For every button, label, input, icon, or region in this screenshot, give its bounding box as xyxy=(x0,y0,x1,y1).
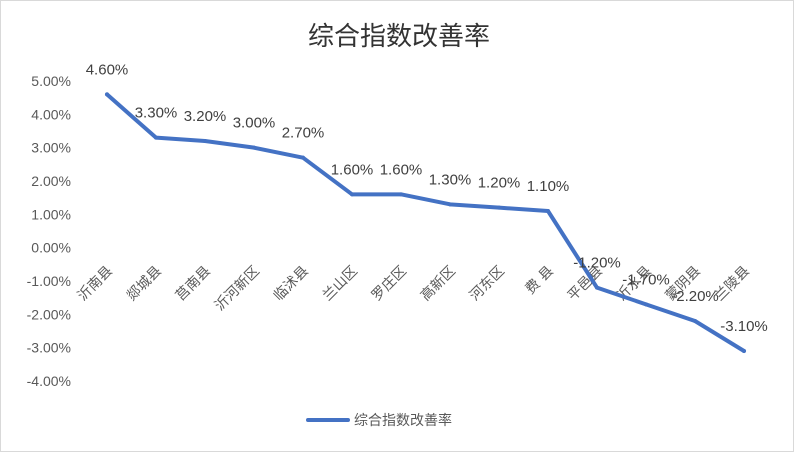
legend: 综合指数改善率 xyxy=(306,412,452,429)
y-tick-label: -4.00% xyxy=(27,373,71,389)
data-label: -3.10% xyxy=(720,318,768,335)
y-tick-label: 2.00% xyxy=(31,173,71,189)
data-label: -1.20% xyxy=(573,255,621,272)
y-tick-label: 0.00% xyxy=(31,240,71,256)
x-category-label: 沂河新区 xyxy=(212,263,263,314)
data-point xyxy=(644,302,648,307)
legend-series-name: 综合指数改善率 xyxy=(354,412,452,429)
data-label: 3.30% xyxy=(135,105,178,122)
y-tick-label: 4.00% xyxy=(31,106,71,122)
data-label: -2.20% xyxy=(671,288,719,305)
data-label: 1.20% xyxy=(478,175,521,192)
data-label: 1.10% xyxy=(527,178,570,195)
x-category-label: 临沭县 xyxy=(271,263,312,304)
y-tick-label: -3.00% xyxy=(27,340,71,356)
data-point xyxy=(350,192,354,197)
x-category-label: 莒南县 xyxy=(173,263,214,304)
data-label: 3.00% xyxy=(233,115,276,132)
data-point xyxy=(154,135,158,140)
data-label: -1.70% xyxy=(622,271,670,288)
x-category-label: 沂南县 xyxy=(75,263,116,304)
x-category-label: 河东区 xyxy=(467,263,508,304)
data-label: 1.60% xyxy=(331,161,374,178)
y-tick-label: 3.00% xyxy=(31,140,71,156)
data-point xyxy=(399,192,403,197)
data-point xyxy=(693,319,697,323)
series-line xyxy=(105,92,746,353)
data-label: 2.70% xyxy=(282,125,325,142)
data-point xyxy=(203,139,207,143)
y-tick-label: 1.00% xyxy=(31,206,71,222)
data-point xyxy=(105,92,109,97)
data-label: 3.20% xyxy=(184,108,227,125)
x-category-label: 郯城县 xyxy=(124,263,165,304)
y-tick-label: -1.00% xyxy=(27,273,71,289)
y-tick-label: 5.00% xyxy=(31,73,71,89)
data-point xyxy=(595,285,599,290)
data-point xyxy=(301,155,305,160)
data-point xyxy=(546,209,550,213)
x-category-label: 高新区 xyxy=(417,262,459,304)
y-axis-ticks: 5.00% 4.00% 3.00% 2.00% 1.00% 0.00% -1.00% -2.0… xyxy=(27,73,71,389)
x-category-label: 兰山区 xyxy=(320,263,361,304)
data-label: 4.60% xyxy=(86,61,129,78)
data-point xyxy=(252,145,256,150)
y-tick-label: -2.00% xyxy=(27,306,71,322)
data-point xyxy=(497,205,501,210)
data-point xyxy=(448,202,452,207)
data-label: 1.60% xyxy=(380,161,423,178)
chart-title: 综合指数改善率 xyxy=(308,22,490,52)
data-label: 1.30% xyxy=(429,171,472,188)
data-point xyxy=(742,349,746,353)
data-labels: 4.60% 3.30% 3.20% 3.00% 2.70% 1.60% 1.60% 1.30%… xyxy=(86,61,768,335)
x-category-label: 罗庄区 xyxy=(368,262,410,304)
x-category-label: 费 县 xyxy=(523,263,557,297)
series-polyline xyxy=(105,92,746,353)
